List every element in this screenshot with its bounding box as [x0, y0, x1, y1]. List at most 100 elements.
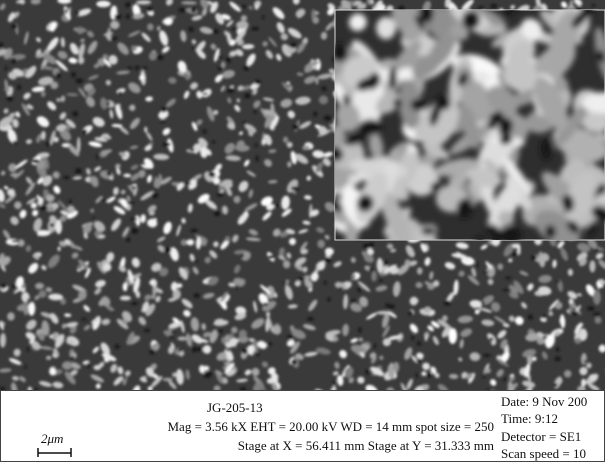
grain [12, 240, 20, 243]
grain [163, 142, 171, 146]
grain [570, 311, 578, 315]
grain [217, 335, 220, 338]
grain [185, 182, 191, 185]
grain [216, 330, 223, 333]
grain [120, 296, 131, 301]
grain [179, 277, 184, 279]
grain [191, 7, 196, 13]
grain [190, 229, 197, 233]
grain [322, 86, 327, 90]
grain [203, 93, 208, 95]
grain [425, 334, 428, 341]
info-bar: JG-205-13 Mag = 3.56 kX EHT = 20.00 kV W… [0, 390, 605, 462]
grain [50, 223, 55, 227]
grain [411, 336, 413, 341]
grain [13, 141, 17, 144]
grain [268, 255, 276, 259]
grain [87, 363, 90, 368]
grain [208, 172, 215, 177]
grain [251, 27, 259, 31]
grain [426, 372, 431, 377]
grain [204, 373, 211, 378]
grain [96, 154, 98, 160]
grain [107, 101, 110, 107]
grain [528, 315, 533, 320]
grain [188, 27, 194, 31]
grain [144, 329, 150, 332]
grain [217, 55, 222, 59]
grain [232, 28, 238, 30]
grain [553, 383, 557, 387]
grain [444, 300, 451, 305]
grain [63, 341, 65, 344]
grain [178, 348, 183, 351]
grain [157, 173, 159, 178]
grain [478, 6, 484, 10]
grain [363, 243, 370, 248]
grain [332, 57, 334, 63]
grain [69, 199, 71, 205]
grain [75, 79, 83, 84]
grain [287, 335, 294, 339]
grain [17, 85, 21, 90]
grain [366, 369, 369, 374]
grain [327, 298, 331, 301]
grain [291, 186, 299, 190]
grain [115, 344, 120, 348]
grain [192, 347, 197, 352]
grain [214, 211, 220, 216]
grain [556, 280, 560, 283]
grain [543, 336, 547, 339]
grain [369, 267, 373, 273]
grain [196, 293, 198, 298]
grain [212, 29, 219, 33]
grain [481, 301, 484, 307]
grain [503, 289, 510, 291]
grain [263, 303, 268, 306]
grain [46, 141, 51, 147]
grain [290, 42, 296, 48]
grain [65, 9, 68, 14]
grain [241, 253, 244, 258]
grain [511, 252, 518, 256]
grain [126, 238, 130, 242]
grain [255, 144, 258, 147]
grain [351, 299, 356, 303]
grain [161, 107, 166, 112]
grain [147, 7, 154, 12]
grain [131, 228, 138, 234]
grain [196, 347, 203, 351]
grain [556, 347, 559, 351]
grain [161, 119, 165, 122]
grain [124, 374, 126, 379]
grain [333, 380, 335, 385]
grain [192, 47, 195, 50]
stage-position: Stage at X = 56.411 mm Stage at Y = 31.3… [238, 438, 494, 454]
grain [262, 16, 265, 19]
grain [202, 130, 206, 134]
grain [408, 311, 413, 316]
grain [172, 330, 174, 333]
grain [191, 148, 195, 151]
grain [505, 277, 511, 280]
grain [82, 129, 87, 134]
grain [324, 257, 331, 263]
grain [389, 304, 395, 309]
grain [164, 247, 171, 253]
grain [593, 313, 601, 316]
grain [75, 168, 81, 174]
grain [107, 171, 112, 176]
grain [584, 360, 586, 363]
grain [125, 2, 130, 7]
grain [127, 202, 134, 205]
grain [179, 8, 187, 12]
grain [112, 310, 114, 312]
grain [169, 335, 174, 338]
grain [353, 6, 358, 8]
grain [135, 66, 140, 70]
grain [193, 260, 198, 262]
grain [587, 306, 595, 310]
grain [224, 360, 228, 363]
grain [217, 192, 224, 196]
grain [384, 260, 388, 265]
